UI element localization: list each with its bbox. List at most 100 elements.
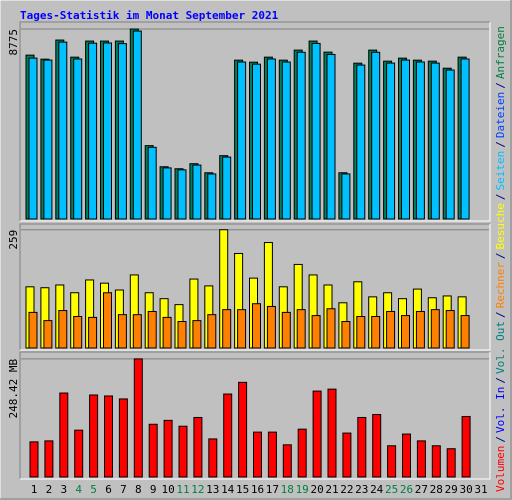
- x-tick-label: 12: [191, 483, 204, 496]
- bar: [118, 398, 128, 478]
- bar: [387, 445, 397, 478]
- bar: [132, 314, 142, 349]
- legend-entry: Vol. Out: [494, 321, 507, 374]
- bar: [148, 423, 158, 478]
- bar: [74, 429, 84, 478]
- legend-separator: /: [494, 193, 507, 200]
- bar: [207, 314, 217, 349]
- bar: [297, 428, 307, 478]
- x-tick-label: 31: [474, 483, 487, 496]
- x-tick-label: 23: [355, 483, 368, 496]
- legend-separator: /: [494, 252, 507, 259]
- bar: [147, 310, 157, 349]
- x-tick-label: 3: [60, 483, 67, 496]
- bar: [445, 310, 455, 349]
- bar: [88, 42, 98, 220]
- bar: [311, 42, 321, 220]
- bar: [266, 305, 276, 349]
- bar: [460, 315, 470, 349]
- legend-separator: /: [494, 82, 507, 89]
- bar: [356, 64, 366, 220]
- bar: [461, 415, 471, 478]
- bar: [28, 57, 38, 220]
- bar: [312, 390, 322, 478]
- legend-separator: /: [494, 436, 507, 443]
- bar: [282, 444, 292, 478]
- x-tick-label: 24: [370, 483, 384, 496]
- bar: [401, 59, 410, 220]
- x-tick-label: 30: [459, 483, 472, 496]
- x-tick-label: 6: [105, 483, 112, 496]
- bar: [73, 315, 83, 349]
- bar: [281, 61, 291, 220]
- bar: [341, 173, 351, 220]
- bar: [371, 315, 381, 349]
- bar: [416, 440, 426, 478]
- bar: [117, 314, 127, 349]
- x-tick-label: 27: [415, 483, 428, 496]
- bar: [222, 156, 232, 220]
- bar: [43, 320, 53, 349]
- bar: [445, 69, 455, 220]
- bar: [415, 310, 425, 349]
- bar: [238, 381, 248, 478]
- bar: [460, 58, 470, 220]
- legend-entry: Dateien: [494, 92, 507, 138]
- bar: [253, 431, 262, 478]
- bar: [103, 292, 112, 349]
- bar: [326, 53, 336, 220]
- bar: [58, 41, 68, 220]
- legend-entry: Besuche: [494, 203, 507, 249]
- x-tick-label: 17: [266, 483, 279, 496]
- bar: [386, 310, 396, 349]
- y-tick-label: 248.42 MB: [7, 359, 20, 419]
- legend-entry: Rechner: [494, 262, 507, 309]
- x-tick-label: 5: [90, 483, 97, 496]
- bar: [192, 320, 202, 349]
- bar: [326, 308, 336, 349]
- bar: [431, 445, 441, 478]
- bar: [207, 173, 217, 220]
- bar: [193, 416, 203, 478]
- x-tick-label: 9: [150, 483, 157, 496]
- bar: [430, 309, 440, 349]
- panel-shadow: [19, 21, 490, 221]
- x-tick-label: 19: [296, 483, 309, 496]
- bar: [177, 169, 187, 220]
- bar: [103, 42, 112, 220]
- x-tick-label: 28: [430, 483, 443, 496]
- x-tick-label: 21: [325, 483, 338, 496]
- bar: [296, 309, 306, 349]
- bar: [162, 167, 172, 220]
- bar: [177, 321, 187, 349]
- bar: [386, 62, 396, 220]
- bar: [372, 414, 382, 478]
- bar: [28, 311, 38, 349]
- y-tick-label: 259: [7, 230, 20, 250]
- chart-title: Tages-Statistik im Monat September 2021: [20, 9, 279, 22]
- x-tick-label: 1: [31, 483, 38, 496]
- panel-light: [20, 352, 491, 480]
- bar: [132, 30, 142, 220]
- x-tick-label: 25: [385, 483, 398, 496]
- bar: [89, 394, 99, 478]
- panel-light: [20, 22, 491, 222]
- bar: [44, 440, 54, 478]
- x-tick-label: 15: [236, 483, 249, 496]
- x-tick-label: 26: [400, 483, 413, 496]
- bar: [402, 433, 411, 478]
- x-tick-label: 14: [221, 483, 235, 496]
- bar: [58, 310, 68, 349]
- bar: [327, 388, 337, 478]
- bar: [342, 432, 352, 478]
- bar: [222, 309, 232, 349]
- bar: [356, 315, 366, 349]
- bar: [357, 416, 367, 478]
- bar: [43, 59, 53, 220]
- x-tick-label: 18: [281, 483, 294, 496]
- bar: [133, 358, 143, 478]
- x-tick-label: 13: [206, 483, 219, 496]
- x-tick-label: 11: [176, 483, 189, 496]
- bar: [281, 311, 291, 349]
